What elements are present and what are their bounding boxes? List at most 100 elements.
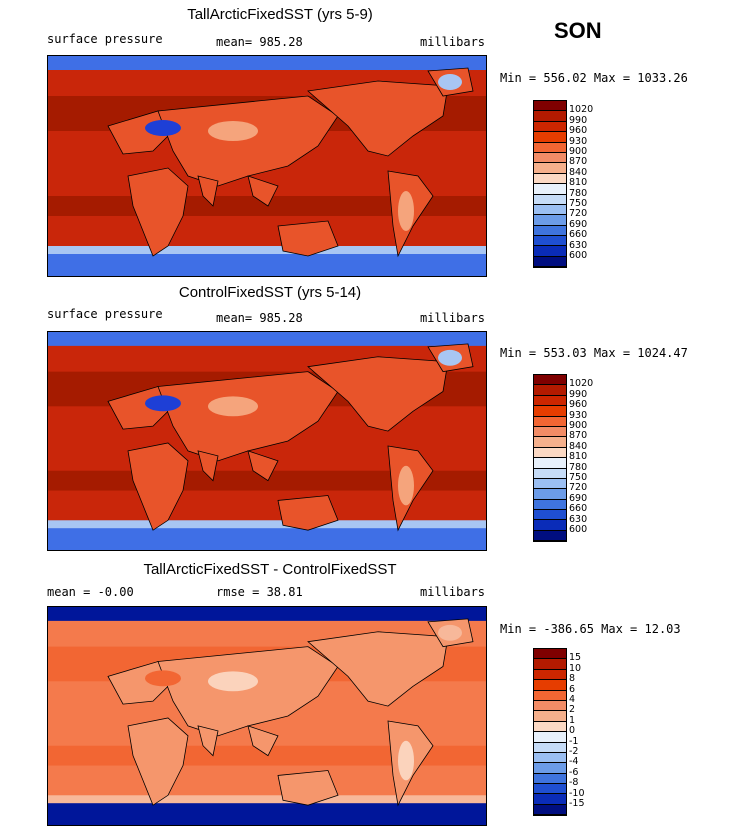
antarctic-field [48, 526, 486, 550]
colorbar-swatch [534, 215, 566, 226]
colorbar-swatch [534, 659, 566, 670]
map-svg [48, 56, 486, 276]
colorbar-tick-label: 630 [569, 239, 588, 251]
australia-outline [277, 770, 339, 806]
colorbar-swatch [534, 395, 566, 407]
colorbar-swatch [534, 447, 566, 459]
asia-outline [157, 646, 339, 737]
andes-field [398, 465, 414, 506]
north-america-outline [307, 631, 449, 707]
australia-outline [277, 220, 339, 257]
andes-field [398, 191, 414, 231]
andes-field [398, 740, 414, 781]
se-asia-outline [247, 175, 279, 207]
asian-highland-field [208, 396, 258, 417]
colorbar-swatch [534, 489, 566, 500]
panel-3-units: millibars [420, 585, 486, 599]
colorbar-tick-label: 600 [569, 250, 588, 261]
colorbar-swatch [534, 752, 566, 764]
colorbar-tick-label: 1 [569, 714, 576, 726]
colorbar-swatch [534, 194, 566, 205]
colorbar-swatch [534, 499, 566, 511]
tibetan-plateau-field [145, 120, 181, 136]
colorbar-tick-label: 600 [569, 524, 588, 535]
colorbar-tick-label: 720 [569, 208, 588, 220]
se-asia-outline [247, 450, 279, 482]
colorbar-swatch [534, 669, 566, 681]
colorbar-swatch [534, 406, 566, 417]
africa-outline [127, 167, 189, 257]
colorbar-swatch [534, 690, 566, 701]
panel-2-variable: surface pressure [47, 307, 163, 321]
panel-2-mean: mean= 985.28 [216, 311, 303, 325]
colorbar-swatch [534, 649, 566, 660]
colorbar-tick-label: 750 [569, 472, 588, 483]
tibetan-plateau-field [145, 670, 181, 687]
colorbar-tick-label: 960 [569, 125, 588, 137]
colorbar-swatch [534, 742, 566, 753]
colorbar-tick-label: 630 [569, 513, 588, 525]
antarctic-field [48, 252, 486, 276]
colorbar-boxes [533, 374, 567, 543]
panel-1-units: millibars [420, 35, 486, 49]
colorbar-tick-label: 900 [569, 146, 588, 157]
north-polar-field [48, 332, 486, 346]
colorbar-swatch [534, 804, 566, 816]
colorbar-swatch [534, 468, 566, 479]
colorbar-swatch [534, 204, 566, 216]
colorbar-tick-label: 930 [569, 409, 588, 421]
asia-outline [157, 95, 339, 187]
se-asia-outline [247, 725, 279, 757]
colorbar-tick-label: 960 [569, 399, 588, 411]
panel-3-map [47, 606, 487, 826]
tibetan-plateau-field [145, 395, 181, 412]
africa-outline [127, 717, 189, 806]
colorbar-swatch [534, 437, 566, 448]
colorbar-tick-label: 0 [569, 725, 576, 737]
colorbar-swatch [534, 680, 566, 691]
panel-2-minmax: Min = 553.03 Max = 1024.47 [500, 346, 688, 360]
panel-1-variable: surface pressure [47, 32, 163, 46]
india-outline [197, 450, 219, 482]
colorbar-tick-label: -2 [569, 746, 579, 757]
colorbar-swatch [534, 732, 566, 743]
asian-highland-field [208, 671, 258, 692]
colorbar-swatch [534, 510, 566, 521]
antarctic-margin [48, 795, 486, 804]
panel-1-title: TallArcticFixedSST (yrs 5-9) [187, 6, 373, 23]
greenland-field [438, 349, 462, 366]
colorbar-tick-label: 870 [569, 156, 588, 168]
asian-highland-field [208, 121, 258, 141]
colorbar-tick-label: -8 [569, 777, 579, 789]
colorbar-swatch [534, 721, 566, 733]
colorbar-tick-label: -15 [569, 798, 585, 809]
north-polar-field [48, 607, 486, 621]
australia-outline [277, 495, 339, 531]
colorbar-swatch [534, 152, 566, 164]
colorbar-tick-label: 15 [569, 652, 582, 664]
colorbar-swatch [534, 184, 566, 195]
colorbar-tick-label: -4 [569, 756, 579, 768]
colorbar-tick-label: 690 [569, 492, 588, 504]
colorbar-swatch [534, 700, 566, 712]
colorbar-swatch [534, 236, 566, 247]
colorbar-swatch [534, 142, 566, 153]
colorbar-tick-label: 810 [569, 177, 588, 189]
colorbar-tick-label: 4 [569, 694, 576, 705]
colorbar-tick-label: 8 [569, 673, 576, 685]
colorbar-swatch [534, 773, 566, 785]
colorbar-tick-label: -10 [569, 787, 585, 799]
colorbar-tick-label: -1 [569, 735, 579, 747]
greenland-field [438, 74, 462, 90]
map-svg [48, 607, 486, 825]
colorbar-tick-label: -6 [569, 766, 579, 778]
colorbar-swatch [534, 458, 566, 469]
north-america-outline [307, 80, 449, 157]
africa-outline [127, 442, 189, 531]
panel-2-units: millibars [420, 311, 486, 325]
colorbar-boxes [533, 648, 567, 817]
colorbar-tick-label: 10 [569, 662, 582, 674]
colorbar-tick-label: 6 [569, 683, 576, 695]
colorbar-swatch [534, 794, 566, 805]
map-svg [48, 332, 486, 550]
